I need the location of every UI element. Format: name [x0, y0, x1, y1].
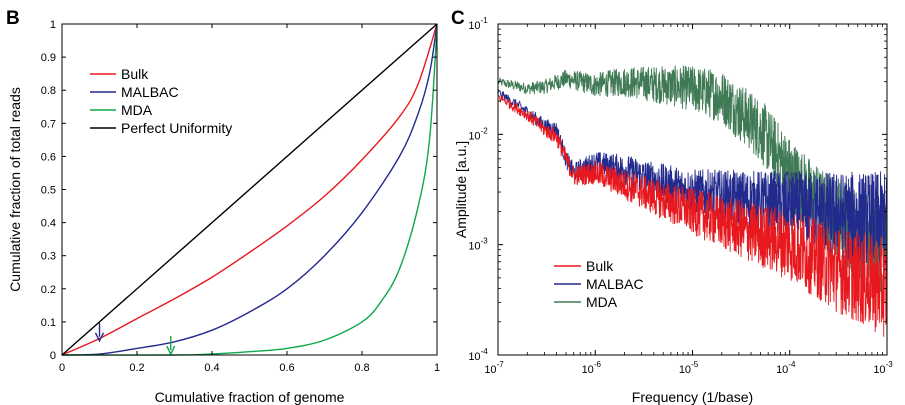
panel-c-label: C [451, 8, 465, 29]
panel-b-legend: Bulk MALBAC MDA Perfect Uniformity [90, 66, 232, 136]
panel-b-y-tick-label: 1 [50, 19, 56, 31]
panel-c-legend-label-mda: MDA [586, 294, 618, 310]
panel-b-y-axis-label: Cumulative fraction of total reads [7, 87, 23, 292]
panel-b-x-tick-label: 0.8 [354, 362, 369, 374]
panel-b-y-tick-label: 0.4 [41, 218, 56, 230]
panel-b-arrow-annotation [166, 336, 176, 356]
panel-b-y-tick-label: 0.1 [41, 317, 56, 329]
panel-b-legend-label-malbac: MALBAC [121, 84, 179, 100]
panel-b-chart: B 0 0.2 0.4 0.6 0.8 1 0 0.1 0.2 0.3 0.4 0.5 0.6 0.7 0.… [6, 8, 440, 405]
panel-c-y-tick-label: 10-3 [468, 237, 488, 253]
panel-c-legend-label-malbac: MALBAC [586, 276, 644, 292]
panel-b-y-tick-label: 0.6 [41, 151, 56, 163]
panel-c-x-tick-label: 10-4 [776, 360, 796, 376]
panel-b-series-bulk [61, 23, 438, 356]
panel-c-y-tick-label: 10-1 [468, 16, 488, 32]
panel-b-label: B [6, 8, 20, 29]
panel-b-y-tick-label: 0 [50, 350, 56, 362]
panel-b-x-tick-label: 1 [434, 362, 440, 374]
panel-b-x-tick-label: 0.6 [279, 362, 294, 374]
panel-b-legend-label-mda: MDA [121, 102, 153, 118]
panel-b-series-malbac [61, 23, 438, 356]
panel-c-x-tick-label: 10-5 [679, 360, 699, 376]
panel-c-y-tick-label: 10-4 [468, 347, 488, 363]
panel-c-y-tick-label: 10-2 [468, 126, 488, 142]
panel-b-y-tick-label: 0.9 [41, 52, 56, 64]
panel-c-legend: Bulk MALBAC MDA [554, 258, 644, 310]
panel-c-chart: C 10-7 10-6 10-5 10-4 10-3 10-4 10-3 10-2 10-1 F… [451, 8, 893, 405]
panel-b-arrow-annotation [94, 322, 105, 343]
panel-b-legend-label-perfect-uniformity: Perfect Uniformity [121, 120, 232, 136]
panel-b-frame [61, 23, 438, 356]
panel-c-x-tick-label: 10-3 [873, 360, 893, 376]
panel-b-legend-label-bulk: Bulk [121, 66, 149, 82]
panel-c-y-axis-label: Amplitude [a.u.] [453, 141, 469, 238]
panel-c-x-axis-label: Frequency (1/base) [632, 389, 753, 405]
panel-b-y-tick-label: 0.8 [41, 85, 56, 97]
panel-b-series-perfect-uniformity [61, 23, 438, 356]
panel-c-legend-label-bulk: Bulk [586, 258, 614, 274]
panel-c-series-bulk [497, 94, 888, 337]
panel-b-y-tick-label: 0.7 [41, 118, 56, 130]
panel-b-x-axis-label: Cumulative fraction of genome [155, 389, 345, 405]
panel-c-x-tick-label: 10-7 [484, 360, 504, 376]
panel-b-x-tick-label: 0.4 [204, 362, 219, 374]
panel-b-y-tick-label: 0.3 [41, 251, 56, 263]
panel-b-x-tick-label: 0.2 [129, 362, 144, 374]
panel-b-y-tick-label: 0.2 [41, 284, 56, 296]
panel-c-x-tick-label: 10-6 [582, 360, 602, 376]
panel-b-series-mda [61, 27, 438, 356]
panel-c-frame [497, 23, 888, 356]
panel-b-y-tick-label: 0.5 [41, 185, 56, 197]
panel-b-x-tick-label: 0 [59, 362, 65, 374]
